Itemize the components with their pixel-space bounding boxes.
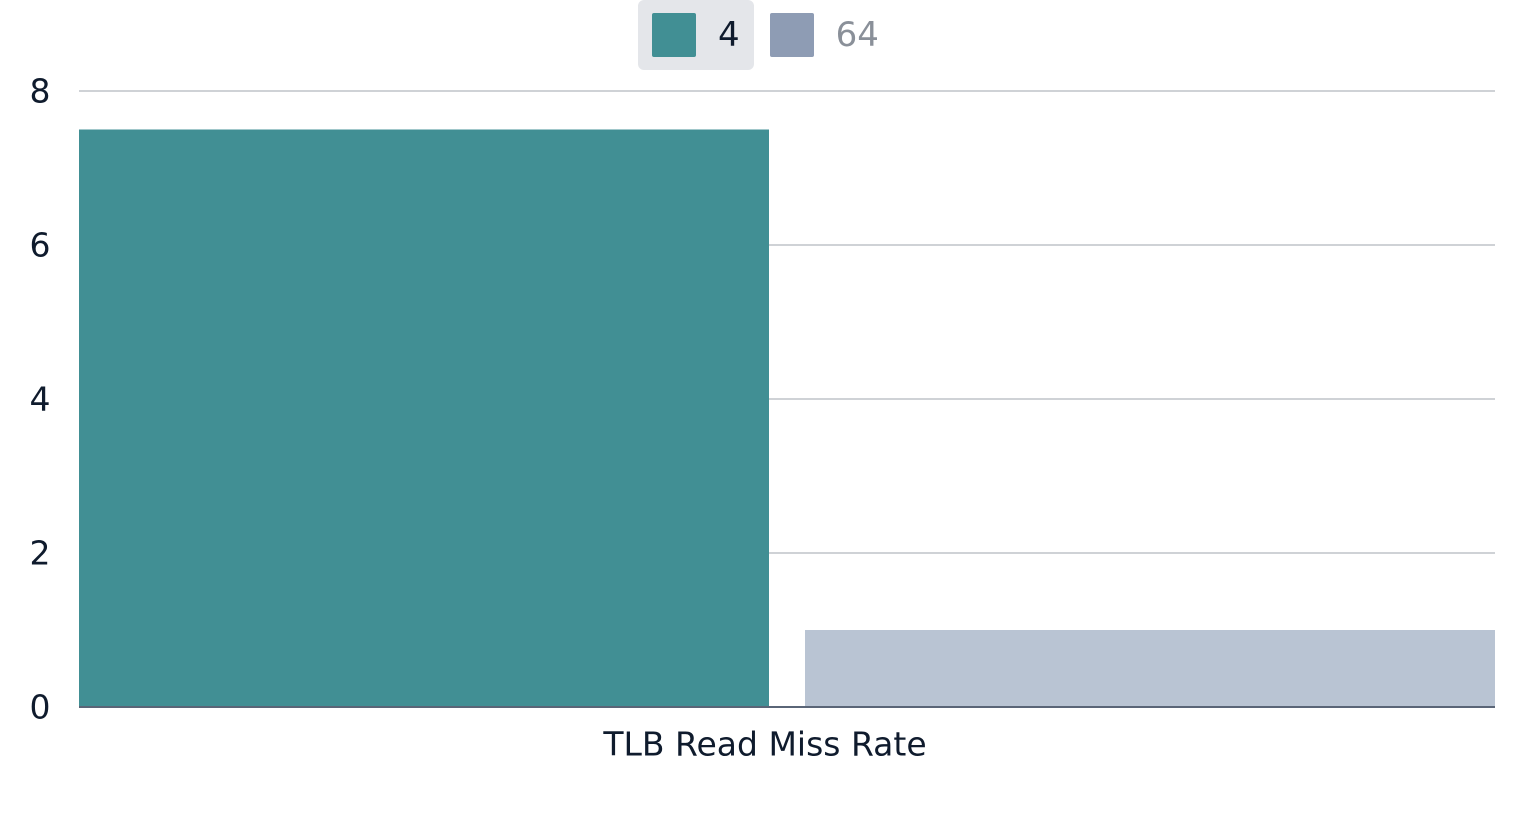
y-tick-label: 2 — [30, 534, 51, 573]
x-tick-label: TLB Read Miss Rate — [602, 725, 926, 764]
bar-64 — [805, 630, 1495, 707]
legend-label-series-1: 4 — [718, 15, 740, 55]
y-tick-label: 4 — [30, 380, 51, 419]
y-tick-label: 6 — [30, 226, 51, 265]
y-tick-label: 8 — [30, 72, 51, 111]
chart-legend: 4 64 — [638, 0, 895, 70]
y-tick-label: 0 — [30, 688, 51, 727]
legend-item-series-1[interactable]: 4 — [638, 0, 754, 70]
bar-4 — [79, 129, 769, 707]
legend-label-series-2: 64 — [835, 15, 879, 55]
legend-swatch-series-2 — [769, 13, 814, 57]
legend-item-series-2[interactable]: 64 — [756, 0, 893, 70]
legend-swatch-series-1 — [652, 13, 696, 57]
